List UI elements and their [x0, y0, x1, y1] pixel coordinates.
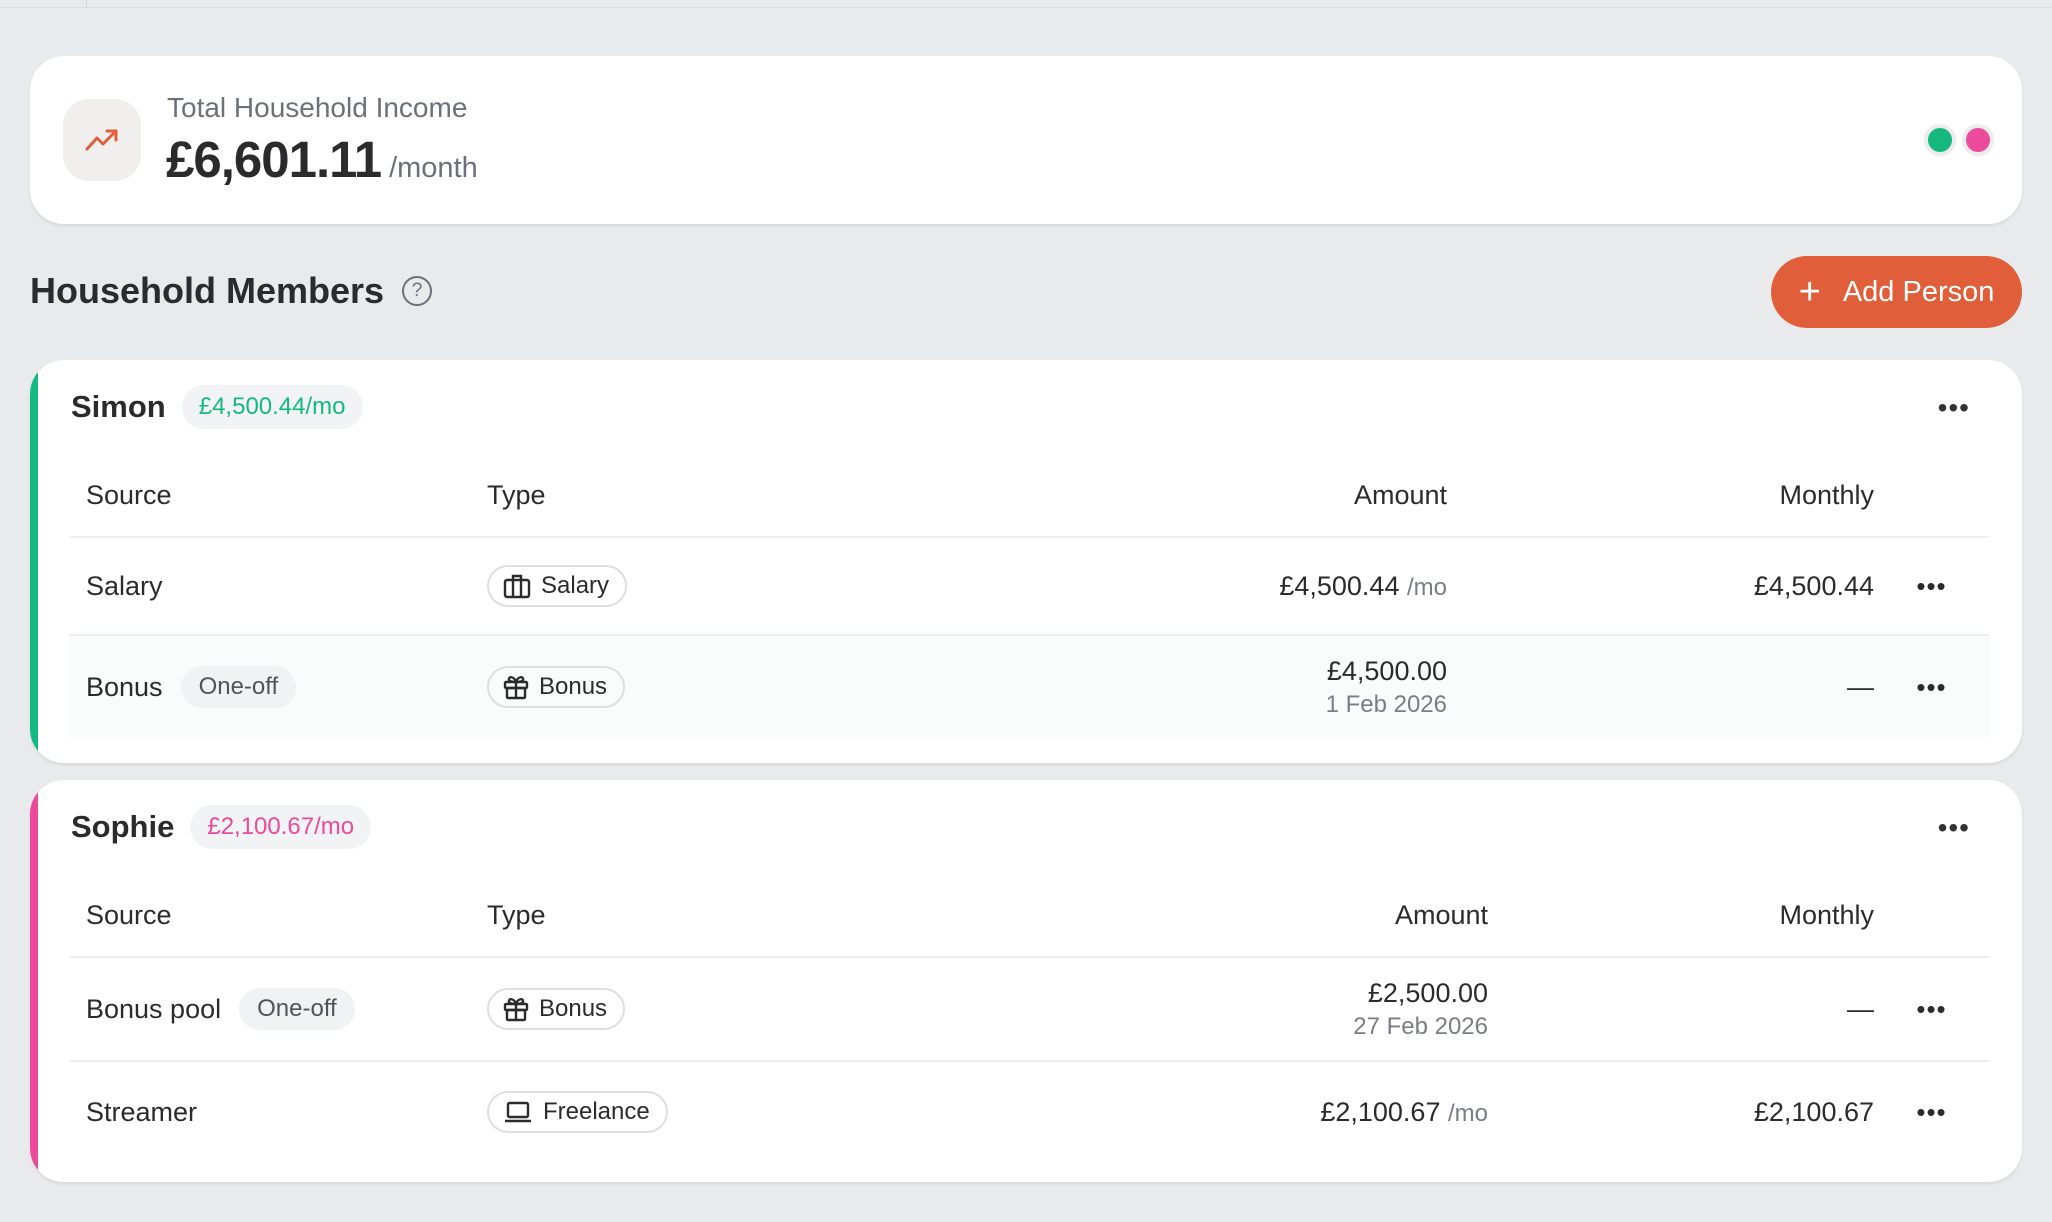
member-header: Sophie £2,100.67/mo	[71, 805, 372, 849]
table-header-row: Source Type Amount Monthly	[69, 454, 1989, 538]
one-off-tag: One-off	[180, 666, 297, 708]
row-more-icon[interactable]: •••	[1916, 671, 1947, 702]
member-name: Simon	[71, 389, 166, 424]
top-divider	[0, 7, 2052, 8]
amount-date: 27 Feb 2026	[1353, 1012, 1488, 1040]
amount-unit: /mo	[1447, 1099, 1488, 1127]
source-name: Bonus	[86, 671, 163, 702]
more-options-icon[interactable]: •••	[1937, 812, 1970, 843]
source-name: Bonus pool	[86, 993, 222, 1024]
monthly-value: £2,100.67	[1753, 1096, 1874, 1127]
member-monthly-badge: £2,100.67/mo	[190, 805, 372, 849]
type-label: Salary	[541, 572, 610, 599]
briefcase-icon	[503, 574, 531, 599]
gift-icon	[503, 998, 529, 1022]
monthly-value: —	[1847, 993, 1874, 1024]
section-header: Household Members ?	[30, 270, 433, 312]
monthly-value: £4,500.44	[1753, 570, 1874, 601]
income-table: Source Type Amount Monthly Salary Salary…	[69, 454, 1989, 738]
member-card-simon: Simon £4,500.44/mo ••• Source Type Amoun…	[30, 360, 2022, 763]
type-pill: Freelance	[487, 1091, 668, 1133]
header-type: Type	[487, 899, 546, 930]
header-amount: Amount	[1353, 479, 1447, 510]
header-source: Source	[86, 899, 172, 930]
member-monthly-badge: £4,500.44/mo	[181, 385, 363, 429]
member-card-sophie: Sophie £2,100.67/mo ••• Source Type Amou…	[30, 780, 2022, 1182]
row-more-icon[interactable]: •••	[1916, 570, 1947, 601]
one-off-tag: One-off	[239, 988, 355, 1030]
add-person-label: Add Person	[1842, 275, 1995, 308]
amount-unit: /mo	[1406, 573, 1447, 601]
income-table: Source Type Amount Monthly Bonus pool One…	[69, 874, 1989, 1162]
amount: £2,500.00	[1367, 977, 1488, 1008]
amount: £4,500.00	[1326, 655, 1447, 686]
top-divider-tick	[86, 0, 87, 7]
member-dot-sophie[interactable]	[1962, 124, 1994, 156]
member-header: Simon £4,500.44/mo	[71, 385, 363, 429]
total-income-amount: £6,601.11	[166, 131, 382, 188]
row-more-icon[interactable]: •••	[1916, 993, 1947, 1024]
laptop-icon	[505, 1101, 531, 1123]
amount: £4,500.44	[1279, 570, 1400, 601]
trending-up-icon	[63, 99, 141, 181]
header-monthly: Monthly	[1779, 479, 1874, 510]
table-row[interactable]: Bonus One-off Bonus £4,500.00 1 Feb 2026 —…	[69, 636, 1989, 738]
add-person-button[interactable]: + Add Person	[1771, 256, 2022, 328]
header-source: Source	[86, 479, 172, 510]
type-pill: Salary	[487, 565, 628, 607]
type-label: Bonus	[539, 995, 608, 1022]
header-monthly: Monthly	[1779, 899, 1874, 930]
table-header-row: Source Type Amount Monthly	[69, 874, 1989, 958]
monthly-value: —	[1847, 671, 1874, 702]
header-amount: Amount	[1394, 899, 1488, 930]
help-icon[interactable]: ?	[402, 276, 433, 306]
type-label: Freelance	[543, 1098, 650, 1125]
table-row[interactable]: Streamer Freelance £2,100.67 /mo £2,100.…	[69, 1062, 1989, 1162]
total-income-value: £6,601.11 /month	[166, 130, 478, 189]
source-name: Salary	[86, 570, 163, 601]
type-pill: Bonus	[487, 666, 626, 708]
member-dot-simon[interactable]	[1924, 124, 1956, 156]
member-color-dots	[1924, 124, 1994, 156]
member-name: Sophie	[71, 809, 175, 844]
total-income-unit: /month	[389, 152, 478, 184]
amount-date: 1 Feb 2026	[1325, 690, 1447, 718]
more-options-icon[interactable]: •••	[1937, 392, 1970, 423]
table-row[interactable]: Salary Salary £4,500.44 /mo £4,500.44 ••…	[69, 538, 1989, 636]
gift-icon	[503, 676, 529, 700]
source-name: Streamer	[86, 1096, 198, 1127]
row-more-icon[interactable]: •••	[1916, 1096, 1947, 1127]
total-income-card: Total Household Income £6,601.11 /month	[30, 56, 2022, 224]
section-title: Household Members	[30, 270, 385, 311]
plus-icon: +	[1798, 271, 1821, 313]
type-pill: Bonus	[487, 988, 626, 1030]
type-label: Bonus	[539, 673, 608, 700]
header-type: Type	[487, 479, 546, 510]
table-row[interactable]: Bonus pool One-off Bonus £2,500.00 27 Feb …	[69, 958, 1989, 1062]
amount: £2,100.67	[1320, 1096, 1441, 1127]
total-income-label: Total Household Income	[167, 92, 468, 123]
